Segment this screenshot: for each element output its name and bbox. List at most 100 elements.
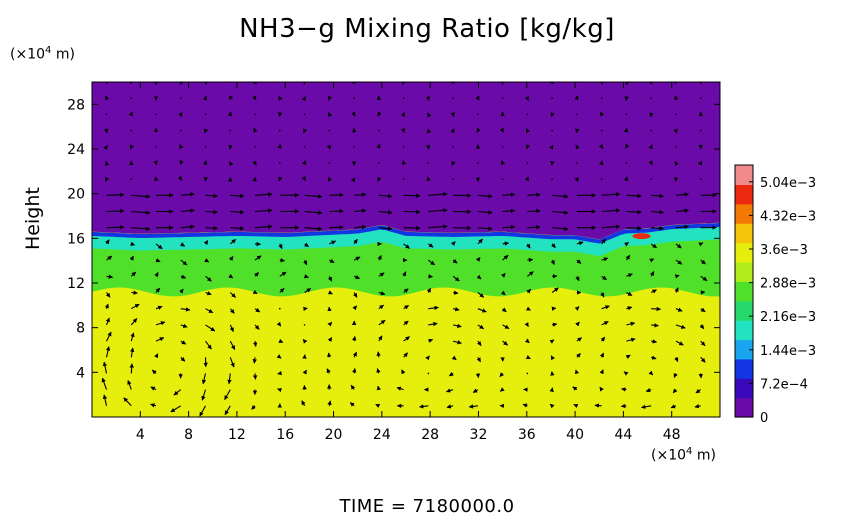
wind-vector [303, 145, 306, 148]
wind-vector [352, 351, 357, 358]
wind-vector [278, 176, 283, 182]
wind-vector [230, 226, 245, 231]
wind-vector [451, 355, 457, 361]
wind-vector [601, 192, 621, 197]
wind-vector [401, 369, 406, 375]
wind-vector [254, 255, 262, 261]
wind-vector [252, 160, 257, 166]
wind-vector [428, 321, 438, 327]
wind-vector [351, 111, 356, 117]
wind-vector [353, 145, 355, 148]
wind-vector [131, 290, 138, 295]
wind-vector [378, 210, 393, 215]
wind-vector [278, 162, 281, 164]
wind-vector [201, 373, 207, 385]
wind-vector [403, 320, 409, 326]
wind-vector [552, 226, 569, 231]
wind-vector [673, 128, 678, 134]
wind-vector [403, 336, 410, 342]
wind-vector [303, 113, 306, 116]
wind-vector [353, 292, 358, 298]
wind-vector [352, 367, 357, 374]
wind-vector [302, 369, 307, 375]
wind-vector [477, 324, 484, 330]
colorbar-tick-label: 2.16e−3 [760, 310, 816, 325]
y-tick-label: 20 [67, 187, 85, 203]
x-tick-label: 16 [276, 427, 294, 443]
wind-vector [224, 405, 231, 416]
wind-vector [476, 274, 482, 280]
wind-vector [276, 354, 282, 359]
wind-vector [180, 323, 188, 328]
wind-vector [230, 209, 245, 215]
wind-vector [650, 243, 657, 249]
y-tick-label: 8 [76, 321, 85, 337]
wind-vector [254, 208, 273, 213]
wind-vector [279, 271, 287, 277]
wind-vector [600, 97, 603, 99]
wind-vector [499, 127, 505, 133]
wind-vector [301, 400, 306, 407]
wind-vector [575, 276, 580, 282]
wind-vector [452, 275, 460, 282]
wind-vector [378, 319, 386, 326]
field-upper-layer [92, 82, 720, 240]
wind-vector [601, 321, 609, 326]
wind-vector [526, 113, 529, 116]
wind-vector [576, 337, 582, 342]
wind-vector [651, 306, 662, 312]
wind-vector [327, 112, 333, 118]
y-tick-label: 24 [67, 142, 85, 158]
wind-vector [403, 352, 409, 358]
wind-vector [624, 241, 629, 247]
colorbar-segment [735, 339, 753, 360]
wind-vector [227, 111, 233, 117]
wind-vector [524, 96, 529, 102]
wind-vector [127, 379, 132, 390]
wind-vector [155, 113, 157, 116]
wind-vector [601, 305, 610, 310]
wind-vector [625, 113, 628, 116]
x-axis: 4 8 12 16 20 24 28 32 36 40 44 48 [136, 82, 681, 443]
wind-vector [349, 402, 355, 407]
wind-vector [278, 129, 281, 132]
field-hotspot [632, 233, 651, 240]
wind-vector [427, 372, 430, 375]
wind-vector [106, 255, 113, 261]
wind-vector [378, 272, 385, 277]
wind-vector [353, 274, 361, 280]
wind-vector [673, 373, 678, 379]
wind-vector [527, 208, 541, 214]
wind-vector [278, 307, 281, 310]
y-axis: 4 8 12 16 20 24 28 [67, 97, 720, 381]
wind-vector [151, 369, 157, 375]
wind-vector [204, 113, 207, 116]
wind-vector [675, 113, 677, 116]
wind-vector [625, 143, 630, 149]
wind-vector [648, 160, 653, 166]
wind-vector [675, 324, 686, 329]
wind-vector [468, 404, 478, 409]
wind-vector [651, 193, 664, 199]
wind-vector [450, 128, 455, 134]
chart-title: NH3−g Mixing Ratio [kg/kg] [239, 14, 615, 44]
wind-vector [502, 254, 509, 261]
wind-vector [650, 178, 652, 180]
wind-vector [697, 160, 703, 166]
wind-vector [524, 322, 529, 327]
wind-vector [499, 372, 505, 378]
wind-vector [229, 308, 235, 314]
wind-vector [254, 192, 273, 197]
wind-vector [641, 404, 652, 409]
wind-vector [131, 303, 140, 310]
wind-vector [700, 259, 706, 265]
wind-vector [549, 339, 555, 344]
wind-vector [601, 275, 607, 281]
wind-vector [228, 161, 234, 167]
wind-vector [674, 161, 679, 166]
wind-vector [326, 368, 331, 374]
wind-vector [230, 193, 245, 199]
x-tick-label: 24 [373, 427, 391, 443]
wind-vector [551, 322, 558, 327]
wind-vector [551, 129, 553, 132]
